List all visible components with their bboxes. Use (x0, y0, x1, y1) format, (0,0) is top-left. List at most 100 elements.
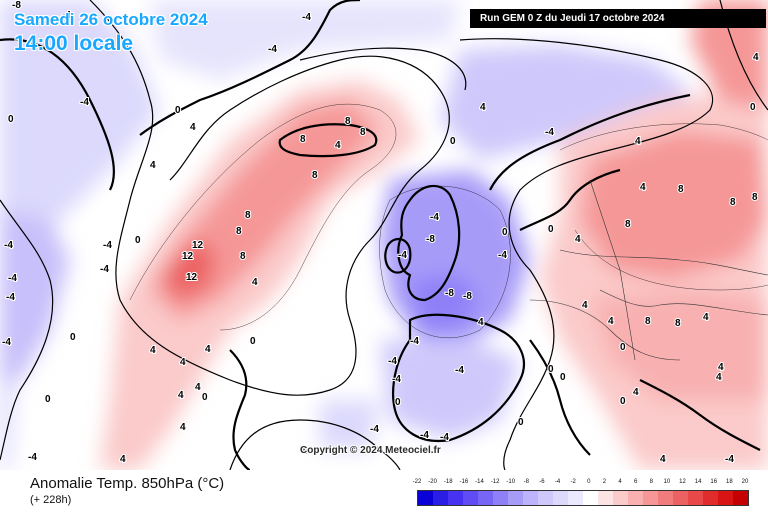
isotherm-label: -4 (103, 240, 112, 251)
isotherm-label: 8 (345, 116, 351, 127)
isotherm-label: 0 (620, 396, 626, 407)
isotherm-label: 12 (182, 251, 194, 262)
legend-tick: -6 (539, 479, 545, 485)
legend-swatch (688, 491, 703, 505)
isotherm-label: 4 (753, 52, 759, 63)
isotherm-label: -4 (410, 336, 419, 347)
legend-swatch (733, 491, 748, 505)
isotherm-label: 8 (245, 210, 251, 221)
isotherm-label: -4 (4, 240, 13, 251)
legend-swatch (628, 491, 643, 505)
legend-swatch (658, 491, 673, 505)
isotherm-label: -8 (445, 288, 454, 299)
isotherm-label: 0 (750, 102, 756, 113)
isotherm-label: 4 (335, 140, 341, 151)
isotherm-label: -4 (398, 250, 407, 261)
isotherm-label: 8 (730, 197, 736, 208)
isotherm-label: 0 (202, 392, 208, 403)
anomaly-map: -8-4-4-4-400488488488121212840-4-4-4-4-4… (0, 0, 768, 470)
legend-ticks: -22 -20 -18 -16 -14 -12 -10 -8 -6 -4 -2 0 2 4 6 8 10 12 14… (413, 479, 749, 489)
legend-swatch (523, 491, 538, 505)
isotherm-label: 0 (395, 397, 401, 408)
legend-swatch (448, 491, 463, 505)
legend-swatch (568, 491, 583, 505)
legend-swatch (493, 491, 508, 505)
isotherm-label: 4 (608, 316, 614, 327)
isotherm-label: -4 (8, 273, 17, 284)
legend-tick: -8 (523, 479, 529, 485)
isotherm-label: 0 (548, 224, 554, 235)
legend-tick: 4 (618, 479, 622, 485)
legend-tick: 18 (726, 479, 733, 485)
isotherm-label: -8 (463, 291, 472, 302)
isotherm-label: -4 (6, 292, 15, 303)
legend-tick: -10 (506, 479, 516, 485)
isotherm-label: 4 (635, 136, 641, 147)
isotherm-label: 4 (178, 390, 184, 401)
isotherm-label: 0 (450, 136, 456, 147)
isotherm-label: 4 (640, 182, 646, 193)
legend-swatch (613, 491, 628, 505)
isotherm-label: 8 (312, 170, 318, 181)
isotherm-label: -8 (426, 234, 435, 245)
legend-swatch (703, 491, 718, 505)
forecast-date: Samedi 26 octobre 2024 (14, 10, 208, 29)
isotherm-label: -4 (725, 454, 734, 465)
legend-tick: -2 (570, 479, 576, 485)
isotherm-label: 4 (180, 422, 186, 433)
forecast-time: 14:00 locale (14, 32, 134, 55)
isotherm-label: -4 (430, 212, 439, 223)
isotherm-label: -4 (80, 97, 89, 108)
isotherm-label: 0 (250, 336, 256, 347)
isotherm-label: -4 (392, 374, 401, 385)
isotherm-label: -4 (545, 127, 554, 138)
legend-tick: 8 (649, 479, 653, 485)
isotherm-label: 0 (45, 394, 51, 405)
legend-tick: -12 (490, 479, 500, 485)
isotherm-label: 8 (625, 219, 631, 230)
legend-swatch (598, 491, 613, 505)
isotherm-label: 4 (180, 357, 186, 368)
legend-tick: -16 (459, 479, 469, 485)
isotherm-label: 4 (582, 300, 588, 311)
isotherm-label: 8 (240, 251, 246, 262)
isotherm-label: -4 (62, 10, 71, 21)
legend-tick: 0 (587, 479, 591, 485)
isotherm-label: -4 (100, 264, 109, 275)
isotherm-label: 4 (195, 382, 201, 393)
isotherm-label: 0 (548, 364, 554, 375)
isotherm-label: 0 (560, 372, 566, 383)
isotherm-label: -4 (268, 44, 277, 55)
isotherm-label: 0 (70, 332, 76, 343)
isotherm-label: 4 (660, 454, 666, 465)
legend-tick: 6 (633, 479, 638, 485)
isotherm-label: -4 (2, 337, 11, 348)
legend-swatch (718, 491, 733, 505)
isotherm-label: 8 (678, 184, 684, 195)
copyright-notice: Copyright © 2024 Meteociel.fr (300, 445, 441, 456)
legend-swatch (538, 491, 553, 505)
isotherm-label: 4 (150, 160, 156, 171)
legend-tick: -4 (554, 479, 561, 485)
isotherm-label: 8 (645, 316, 651, 327)
isotherm-label: -4 (28, 452, 37, 463)
isotherm-label: 4 (703, 312, 709, 323)
isotherm-label: -4 (370, 424, 379, 435)
isotherm-label: 0 (8, 114, 14, 125)
legend-swatch (508, 491, 523, 505)
legend-swatch (478, 491, 493, 505)
isotherm-label: 12 (192, 240, 204, 251)
isotherm-label: 0 (620, 342, 626, 353)
legend-swatch (673, 491, 688, 505)
legend-tick: 14 (694, 479, 702, 485)
isotherm-label: 8 (675, 318, 681, 329)
isotherm-label: 4 (575, 234, 581, 245)
four-contours (129, 103, 768, 339)
model-run-banner: Run GEM 0 Z du Jeudi 17 octobre 2024 (470, 9, 766, 28)
coastlines (0, 0, 761, 470)
legend-tick: 12 (679, 479, 686, 485)
legend-tick: -18 (443, 479, 453, 485)
legend-tick: -14 (475, 479, 484, 485)
parameter-title: Anomalie Temp. 850hPa (°C) (30, 475, 225, 492)
isotherm-label: -4 (498, 250, 507, 261)
